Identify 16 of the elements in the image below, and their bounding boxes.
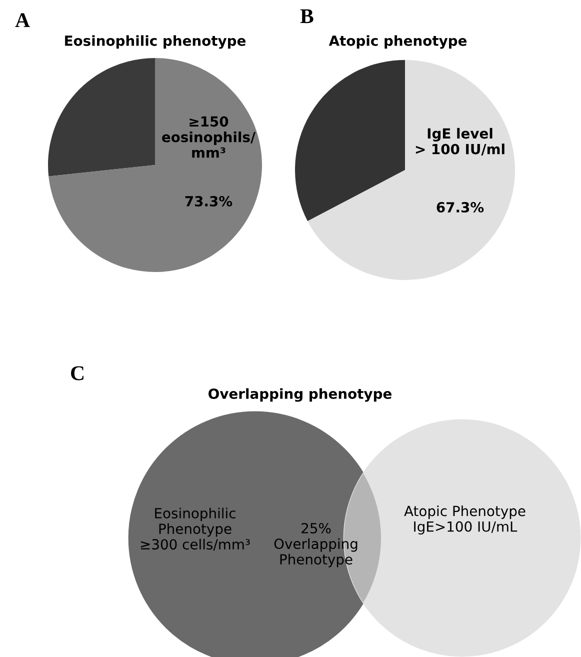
category-label: Eosinophilic Phenotype ≥300 cells/mm³: [140, 508, 250, 551]
pie-slice: [308, 60, 515, 280]
pie-slice: [48, 58, 262, 272]
text: C: [71, 366, 84, 380]
text: Overlapping phenotype: [208, 388, 392, 402]
text: B: [300, 9, 314, 24]
data-label: 67.3%: [436, 202, 484, 213]
data-label: 73.3%: [185, 196, 232, 206]
pie-slice: [295, 60, 405, 222]
text: A: [15, 13, 30, 28]
category-label: Atopic Phenotype IgE>100 IU/mL: [404, 506, 526, 534]
chart-title: Atopic phenotype: [328, 35, 467, 49]
slice-label: ≥150 eosinophils/ mm³: [162, 116, 256, 158]
slice-label: IgE level > 100 IU/ml: [416, 128, 504, 156]
pie-slice: [48, 58, 155, 176]
chart-title: Eosinophilic phenotype: [65, 35, 246, 49]
